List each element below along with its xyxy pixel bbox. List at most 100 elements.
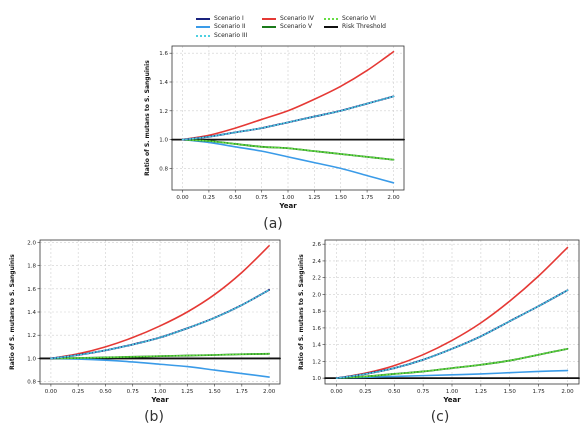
y-tick-label: 1.2 bbox=[159, 109, 168, 115]
legend-item: Scenario III bbox=[196, 32, 247, 39]
y-tick-label: 1.8 bbox=[312, 309, 321, 315]
x-tick-label: 1.00 bbox=[154, 389, 167, 395]
legend-swatch bbox=[262, 17, 276, 20]
chart-a: 0.00 0.25 0.50 0.75 1.00 1.25 1.50 1.75 2.00 0.8 1… bbox=[144, 45, 405, 210]
legend-label: Scenario IV bbox=[280, 15, 314, 22]
y-tick-label: 2.0 bbox=[312, 292, 321, 298]
legend: Scenario I Scenario II Scenario III Scenari… bbox=[196, 15, 386, 55]
series-line-scenario-iii bbox=[335, 289, 569, 379]
series-line-scenario-ii bbox=[50, 357, 270, 378]
legend-label: Scenario I bbox=[214, 15, 244, 22]
y-tick-label: 0.8 bbox=[159, 166, 168, 172]
y-tick-label: 1.2 bbox=[27, 333, 36, 339]
y-axis-label: Ratio of S. mutans to S. Sanguinis bbox=[298, 254, 305, 370]
y-tick-label: 1.8 bbox=[27, 264, 36, 270]
panel-label-c: (c) bbox=[430, 409, 450, 425]
chart-b: 0.00 0.25 0.50 0.75 1.00 1.25 1.50 1.75 2.00 0.8 1… bbox=[9, 239, 281, 404]
x-tick-label: 1.50 bbox=[208, 389, 221, 395]
y-tick-label: 1.0 bbox=[27, 356, 36, 362]
legend-label: Scenario V bbox=[280, 23, 313, 30]
y-axis-label: Ratio of S. mutans to S. Sanguinis bbox=[9, 254, 16, 370]
legend-label: Scenario VI bbox=[342, 15, 376, 22]
x-tick-label: 1.25 bbox=[181, 389, 194, 395]
y-tick-label: 1.6 bbox=[312, 326, 321, 332]
legend-swatch bbox=[196, 17, 210, 20]
x-tick-label: 1.75 bbox=[236, 389, 249, 395]
y-tick-label: 1.4 bbox=[312, 343, 321, 349]
legend-label: Scenario III bbox=[214, 32, 248, 39]
x-tick-label: 1.25 bbox=[475, 389, 488, 395]
series-line-scenario-iii bbox=[181, 95, 395, 141]
x-tick-label: 1.75 bbox=[361, 195, 374, 201]
grid bbox=[40, 240, 280, 384]
legend-swatch bbox=[196, 34, 210, 37]
x-tick-label: 1.00 bbox=[446, 389, 459, 395]
x-tick-label: 0.50 bbox=[229, 195, 242, 201]
x-tick-label: 2.00 bbox=[263, 389, 276, 395]
series-line-scenario-ii bbox=[181, 138, 395, 184]
y-tick-label: 2.2 bbox=[312, 276, 321, 282]
x-tick-label: 0.75 bbox=[256, 195, 269, 201]
grid bbox=[325, 240, 579, 384]
series-lines bbox=[324, 246, 580, 380]
series-line-scenario-i bbox=[50, 289, 270, 360]
x-tick-label: 1.75 bbox=[532, 389, 545, 395]
y-axis-label: Ratio of S. mutans to S. Sanguinis bbox=[144, 60, 151, 176]
x-tick-label: 0.25 bbox=[359, 389, 372, 395]
x-axis-label: Year bbox=[442, 396, 461, 404]
legend-item: Scenario V bbox=[262, 23, 312, 30]
x-axis-label: Year bbox=[278, 202, 297, 210]
series-lines bbox=[39, 245, 281, 378]
legend-item: Risk Threshold bbox=[324, 23, 386, 30]
y-tick-label: 1.0 bbox=[159, 138, 168, 144]
y-tick-label: 1.4 bbox=[27, 310, 36, 316]
legend-item: Scenario II bbox=[196, 23, 246, 30]
x-tick-label: 1.00 bbox=[282, 195, 295, 201]
grid bbox=[172, 46, 404, 190]
chart-c: 0.00 0.25 0.50 0.75 1.00 1.25 1.50 1.75 2.00 1.0 1… bbox=[298, 239, 580, 404]
series-line-scenario-vi bbox=[181, 138, 395, 161]
x-tick-label: 2.00 bbox=[387, 195, 400, 201]
y-tick-label: 1.6 bbox=[159, 51, 168, 57]
x-axis-label: Year bbox=[150, 396, 169, 404]
x-tick-label: 0.25 bbox=[72, 389, 85, 395]
series-line-scenario-iv bbox=[50, 245, 270, 360]
legend-swatch bbox=[262, 25, 276, 28]
series-line-scenario-vi bbox=[50, 353, 270, 360]
legend-item: Scenario I bbox=[196, 15, 244, 22]
x-tick-label: 0.00 bbox=[330, 389, 343, 395]
legend-swatch bbox=[324, 25, 338, 28]
series-lines bbox=[171, 50, 405, 184]
series-line-scenario-iv bbox=[335, 246, 569, 379]
legend-item: Scenario IV bbox=[262, 15, 314, 22]
x-tick-label: 0.75 bbox=[417, 389, 430, 395]
x-tick-label: 0.00 bbox=[176, 195, 189, 201]
x-tick-label: 1.50 bbox=[504, 389, 517, 395]
y-tick-label: 2.4 bbox=[312, 259, 321, 265]
legend-item: Scenario VI bbox=[324, 15, 376, 22]
x-tick-label: 0.00 bbox=[45, 389, 58, 395]
panel-label-a: (a) bbox=[263, 216, 283, 232]
x-tick-label: 0.50 bbox=[388, 389, 401, 395]
x-tick-label: 1.25 bbox=[308, 195, 321, 201]
x-tick-label: 0.25 bbox=[203, 195, 216, 201]
x-tick-label: 1.50 bbox=[335, 195, 348, 201]
y-tick-label: 2.0 bbox=[27, 240, 36, 246]
legend-swatch bbox=[324, 17, 338, 20]
legend-swatch bbox=[196, 25, 210, 28]
y-tick-label: 1.0 bbox=[312, 376, 321, 382]
y-tick-label: 0.8 bbox=[27, 380, 36, 386]
legend-label: Scenario II bbox=[214, 23, 246, 30]
x-tick-label: 0.50 bbox=[99, 389, 112, 395]
y-tick-label: 1.6 bbox=[27, 287, 36, 293]
legend-label: Risk Threshold bbox=[342, 23, 386, 30]
series-line-scenario-ii bbox=[335, 369, 569, 379]
x-tick-label: 2.00 bbox=[561, 389, 574, 395]
y-tick-label: 1.4 bbox=[159, 80, 168, 86]
x-tick-label: 0.75 bbox=[127, 389, 140, 395]
series-line-scenario-vi bbox=[335, 348, 569, 379]
y-tick-label: 2.6 bbox=[312, 242, 321, 248]
series-line-scenario-iv bbox=[181, 50, 395, 141]
y-tick-label: 1.2 bbox=[312, 359, 321, 365]
